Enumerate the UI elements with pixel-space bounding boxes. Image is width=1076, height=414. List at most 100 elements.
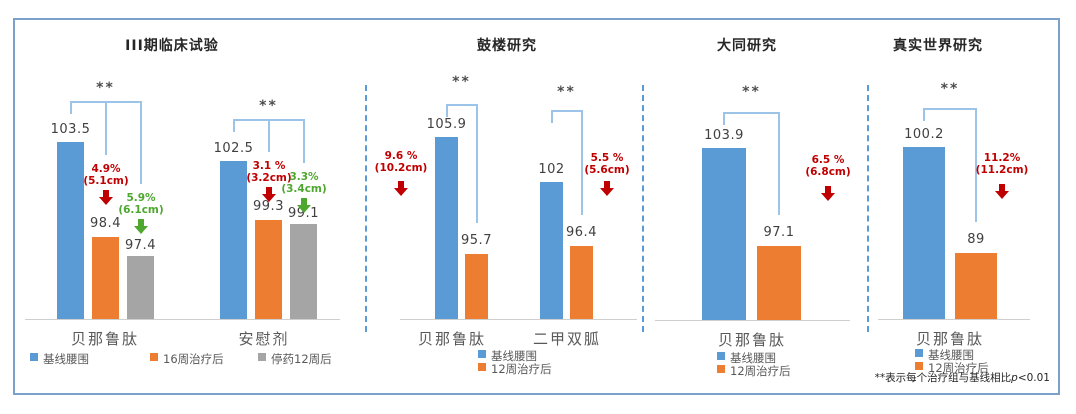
legend-swatch-orange — [717, 364, 725, 373]
change-annotation: 9.6 % (10.2cm) — [374, 150, 428, 174]
legend-label: 基线腰围 — [928, 348, 974, 362]
significance-stars: ** — [259, 98, 278, 114]
down-arrow-icon — [995, 184, 1009, 199]
bar-value-label: 103.9 — [704, 128, 744, 144]
slide-border — [13, 18, 1060, 395]
legend-label: 12周治疗后 — [730, 363, 791, 378]
bar-value-label: 98.4 — [90, 216, 121, 232]
category-label: 安慰剂 — [238, 330, 290, 348]
footnote-suffix: <0.01 — [1017, 372, 1050, 384]
bar-orange — [570, 245, 593, 319]
legend-swatch-gray — [258, 353, 266, 361]
bar-blue — [435, 136, 458, 319]
bar-value-label: 97.1 — [763, 225, 795, 241]
change-annotation: 5.5 % (5.6cm) — [584, 152, 630, 176]
significance-bracket-tick — [550, 110, 553, 123]
bar-orange — [255, 220, 282, 319]
down-arrow-icon — [600, 181, 614, 196]
legend-label: 基线腰围 — [491, 349, 537, 363]
bar-value-label: 96.4 — [566, 224, 597, 240]
significance-bracket-tick — [232, 119, 235, 132]
significance-stars: ** — [96, 80, 115, 96]
change-annotation: 5.9% (6.1cm) — [118, 192, 164, 216]
bar-blue — [540, 181, 563, 319]
panel-title-realworld: 真实世界研究 — [893, 38, 983, 54]
legend-label: 12周治疗后 — [928, 360, 989, 375]
bar-value-label: 103.5 — [50, 122, 91, 138]
x-axis-line — [25, 319, 340, 320]
significance-bracket-tick — [723, 112, 725, 125]
down-arrow-icon — [99, 190, 113, 205]
significance-bracket-tick — [475, 104, 478, 223]
footnote: **表示每个治疗组与基线相比p<0.01 — [875, 370, 1050, 385]
panel-title-datong: 大同研究 — [717, 38, 777, 54]
legend-swatch-orange — [915, 361, 923, 370]
change-annotation: 3.1 % (3.2cm) — [246, 160, 292, 184]
significance-bracket-line — [724, 112, 779, 114]
legend-swatch-orange — [150, 353, 158, 361]
significance-bracket-tick — [69, 101, 72, 114]
legend-swatch-blue — [915, 349, 923, 357]
down-arrow-icon — [297, 198, 311, 213]
bar-orange — [92, 237, 119, 319]
significance-bracket-tick — [778, 112, 780, 216]
category-label: 贝那鲁肽 — [915, 330, 984, 348]
legend-swatch-orange — [478, 362, 486, 371]
bar-value-label: 99.3 — [253, 199, 284, 215]
bar-value-label: 105.9 — [426, 116, 467, 132]
category-label: 贝那鲁肽 — [70, 330, 139, 348]
bar-orange — [465, 253, 488, 319]
bar-value-label: 102.5 — [213, 140, 254, 156]
panel-separator — [365, 85, 367, 332]
significance-bracket-line — [551, 110, 582, 112]
bar-gray — [127, 255, 154, 319]
bar-value-label: 100.2 — [904, 127, 944, 142]
panel-title-gulou: 鼓楼研究 — [477, 38, 537, 54]
category-label: 二甲双胍 — [532, 330, 601, 348]
bar-blue — [702, 148, 746, 320]
down-arrow-icon — [394, 181, 408, 196]
legend-swatch-blue — [717, 352, 725, 360]
change-annotation: 3.3% (3.4cm) — [281, 171, 327, 195]
significance-bracket-tick — [302, 119, 305, 163]
panel-title-phase3: III期临床试验 — [125, 38, 219, 54]
x-axis-line — [400, 319, 637, 320]
bar-orange — [757, 246, 801, 320]
significance-bracket-tick — [139, 101, 142, 184]
change-annotation: 4.9% (5.1cm) — [83, 163, 129, 187]
legend-label: 12周治疗后 — [491, 361, 552, 376]
x-axis-line — [878, 319, 1030, 320]
panel-separator — [642, 85, 644, 332]
down-arrow-icon — [134, 219, 148, 234]
bar-blue — [57, 142, 84, 319]
bar-value-label: 95.7 — [461, 232, 492, 248]
significance-bracket-tick — [923, 108, 925, 121]
legend-swatch-blue — [30, 353, 38, 361]
bar-value-label: 102 — [538, 161, 565, 177]
legend-swatch-blue — [478, 350, 486, 358]
category-label: 贝那鲁肽 — [417, 330, 486, 348]
significance-bracket-tick — [975, 108, 977, 222]
panel-separator — [867, 85, 869, 332]
significance-bracket-tick — [580, 110, 583, 215]
legend-label: 基线腰围 — [43, 352, 89, 366]
bar-gray — [290, 224, 317, 319]
significance-bracket-line — [924, 108, 976, 110]
bar-blue — [903, 147, 945, 319]
category-label: 贝那鲁肽 — [717, 331, 786, 349]
footnote-p-symbol: p — [1011, 372, 1018, 384]
legend-label: 16周治疗后 — [163, 352, 224, 366]
significance-stars: ** — [452, 74, 471, 90]
bar-value-label: 97.4 — [125, 237, 156, 253]
down-arrow-icon — [262, 187, 276, 202]
significance-stars: ** — [742, 84, 761, 100]
bar-blue — [220, 160, 247, 319]
legend-label: 基线腰围 — [730, 351, 776, 365]
footnote-prefix: **表示每个治疗组与基线相比 — [874, 372, 1012, 384]
down-arrow-icon — [821, 186, 835, 201]
significance-stars: ** — [940, 81, 960, 97]
significance-bracket-tick — [445, 104, 448, 117]
significance-bracket-line — [446, 104, 477, 106]
legend-label: 停药12周后 — [271, 352, 332, 366]
